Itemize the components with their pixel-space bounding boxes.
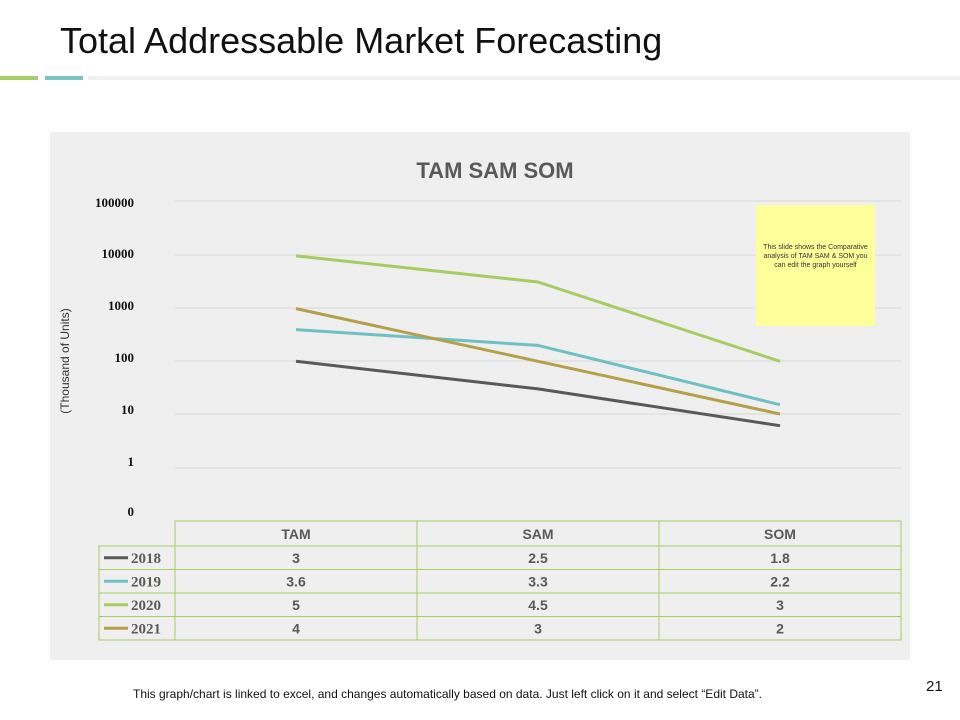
legend-label: 2021 — [131, 622, 161, 638]
y-tick-labels: 0 1 10 100 1000 10000 100000 — [95, 195, 134, 519]
y-tick-label: 10 — [121, 402, 134, 417]
table-cell: 3.6 — [286, 574, 306, 590]
table-header-cell: SAM — [522, 526, 553, 542]
table-cell: 5 — [292, 597, 300, 613]
table-cell: 3 — [776, 597, 784, 613]
note-text: This slide shows the Comparative analysi… — [763, 244, 868, 269]
legend-label: 2018 — [131, 551, 161, 567]
legend-label: 2019 — [131, 575, 161, 591]
accent-bar-teal — [45, 76, 83, 80]
y-tick-label: 100000 — [95, 195, 134, 210]
data-table: TAM SAM SOM 2018 3 2.5 1.8 2019 3.6 3.3 2.2 2020 5 4.… — [98, 520, 902, 641]
table-cell: 3 — [534, 621, 542, 637]
table-cell: 2.5 — [528, 550, 548, 566]
note-box[interactable]: This slide shows the Comparative analysi… — [756, 205, 875, 326]
table-cell: 4.5 — [528, 597, 548, 613]
table-cell: 3.3 — [528, 574, 548, 590]
table-header-cell: SOM — [764, 526, 796, 542]
footer-text: This graph/chart is linked to excel, and… — [133, 687, 762, 701]
series-lines — [295, 254, 781, 428]
y-tick-label: 10000 — [102, 246, 135, 261]
table-header-cell: TAM — [281, 526, 310, 542]
slide-title: Total Addressable Market Forecasting — [60, 20, 663, 61]
y-axis-label: (Thousand of Units) — [58, 308, 72, 413]
chart-title: TAM SAM SOM — [416, 158, 573, 183]
series-line-2020[interactable] — [295, 254, 781, 363]
page-number: 21 — [926, 678, 943, 695]
legend-label: 2020 — [131, 598, 161, 614]
series-line-2019[interactable] — [295, 328, 781, 407]
series-line-2021[interactable] — [295, 307, 781, 416]
table-cell: 1.8 — [770, 550, 790, 566]
table-cell: 2.2 — [770, 574, 790, 590]
table-cell: 2 — [776, 621, 784, 637]
y-tick-label: 1000 — [108, 298, 134, 313]
y-tick-label: 1 — [128, 454, 135, 469]
series-line-2018[interactable] — [295, 359, 781, 428]
header-rule — [88, 76, 960, 80]
table-row — [98, 616, 902, 641]
y-tick-label: 0 — [128, 504, 135, 519]
y-tick-label: 100 — [115, 350, 135, 365]
table-cell: 4 — [292, 621, 300, 637]
table-cell: 3 — [292, 550, 300, 566]
accent-bar-green — [0, 76, 38, 80]
